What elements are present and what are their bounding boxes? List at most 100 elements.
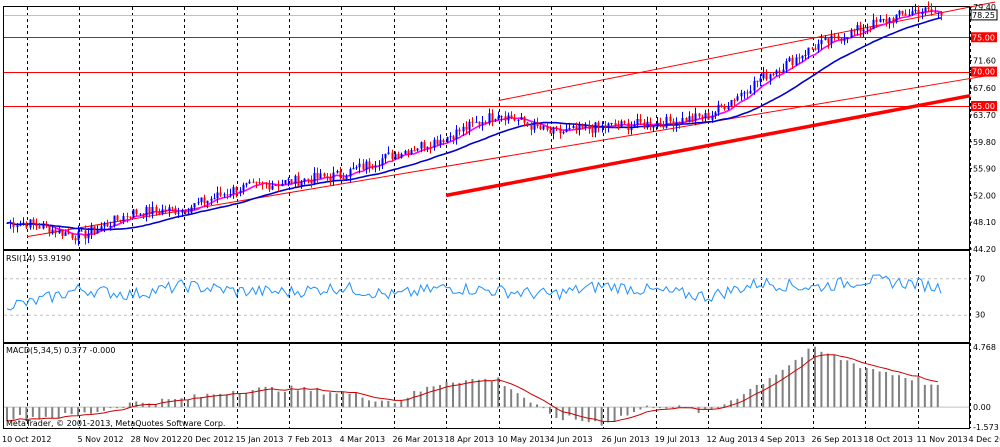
candle-body <box>84 230 87 239</box>
candle-body <box>148 206 151 215</box>
candle-body <box>16 225 19 228</box>
candle-body <box>216 192 219 199</box>
candle-body <box>475 121 478 123</box>
candle-body <box>139 213 142 215</box>
candle-body <box>248 181 251 184</box>
candle-body <box>743 92 746 94</box>
macd-bar <box>83 407 86 413</box>
candle-body <box>617 125 620 127</box>
candle-body <box>833 35 836 37</box>
macd-bar <box>180 398 183 408</box>
candle-body <box>197 202 200 204</box>
candle-body <box>310 179 313 184</box>
x-tick-label: 10 May 2013 <box>498 435 550 444</box>
candle-body <box>100 226 103 230</box>
candle-body <box>319 173 322 179</box>
candle-body <box>452 136 455 140</box>
candle-body <box>268 184 271 190</box>
candle-body <box>478 121 481 125</box>
macd-bar <box>755 384 758 408</box>
candle-body <box>252 181 255 183</box>
candle-body <box>378 165 381 167</box>
candle-body <box>552 128 555 134</box>
candle-body <box>597 122 600 127</box>
candle-body <box>930 9 933 13</box>
candle-body <box>433 139 436 148</box>
candle-body <box>177 212 180 214</box>
candle-body <box>701 116 704 119</box>
candle-body <box>103 223 106 227</box>
candle-body <box>397 153 400 158</box>
candle-body <box>407 150 410 155</box>
candle-body <box>494 119 497 121</box>
macd-bar <box>309 391 312 408</box>
candle-body <box>300 181 303 186</box>
candle-body <box>565 129 568 132</box>
candle-body <box>921 11 924 15</box>
macd-bar <box>497 377 500 408</box>
candle-body <box>669 116 672 122</box>
candle-body <box>850 30 853 39</box>
candle-body <box>468 121 471 130</box>
macd-bar <box>445 381 448 408</box>
candle-body <box>61 229 64 236</box>
macd-bar <box>413 390 416 408</box>
candle-body <box>723 106 726 110</box>
candle-body <box>542 126 545 130</box>
macd-bar <box>51 407 54 419</box>
candle-body <box>410 150 413 155</box>
candle-body <box>297 175 300 186</box>
candle-body <box>533 122 536 130</box>
candle-body <box>488 113 491 124</box>
candle-body <box>326 176 329 178</box>
x-tick-label: 26 Jun 2013 <box>602 435 650 444</box>
macd-bar <box>44 407 47 417</box>
candle-body <box>258 182 261 184</box>
x-tick-label: 18 Apr 2013 <box>445 435 494 444</box>
macd-bar <box>128 402 131 408</box>
macd-bar <box>813 346 816 408</box>
candle-body <box>559 128 562 134</box>
macd-bar <box>296 390 299 408</box>
macd-bar <box>477 379 480 408</box>
candle-body <box>190 207 193 213</box>
candle-body <box>158 211 161 214</box>
candle-body <box>423 142 426 149</box>
level-tag <box>971 66 997 77</box>
rsi-line <box>6 274 942 311</box>
candle-body <box>446 137 449 143</box>
level-tag-label: 65.00 <box>972 102 995 111</box>
candle-body <box>45 223 48 227</box>
candle-body <box>804 55 807 57</box>
candle-body <box>620 121 623 127</box>
macd-bar <box>833 354 836 408</box>
candle-body <box>513 118 516 121</box>
macd-bar <box>768 378 771 408</box>
candle-body <box>898 10 901 15</box>
candle-body <box>307 178 310 180</box>
macd-bar <box>788 365 791 408</box>
candle-body <box>80 230 83 232</box>
macd-bar <box>626 407 629 416</box>
x-tick-label: 11 Nov 2013 <box>917 435 968 444</box>
candle-body <box>64 232 67 236</box>
candle-body <box>510 115 513 119</box>
candle-body <box>362 163 365 170</box>
rsi-tick-label: 70 <box>975 274 985 283</box>
candle-body <box>795 57 798 65</box>
candle-body <box>413 150 416 152</box>
price-levels <box>4 15 969 107</box>
candle-body <box>730 100 733 106</box>
macd-bar <box>910 380 913 408</box>
macd-bar <box>490 381 493 408</box>
macd-bar <box>665 407 668 409</box>
level-tag <box>971 101 997 111</box>
macd-bar <box>807 348 810 408</box>
candle-body <box>113 215 116 227</box>
candle-body <box>785 61 788 70</box>
candle-body <box>29 219 32 228</box>
candle-body <box>869 28 872 30</box>
candle-body <box>840 38 843 42</box>
candle-body <box>235 187 238 193</box>
candle-body <box>853 30 856 32</box>
